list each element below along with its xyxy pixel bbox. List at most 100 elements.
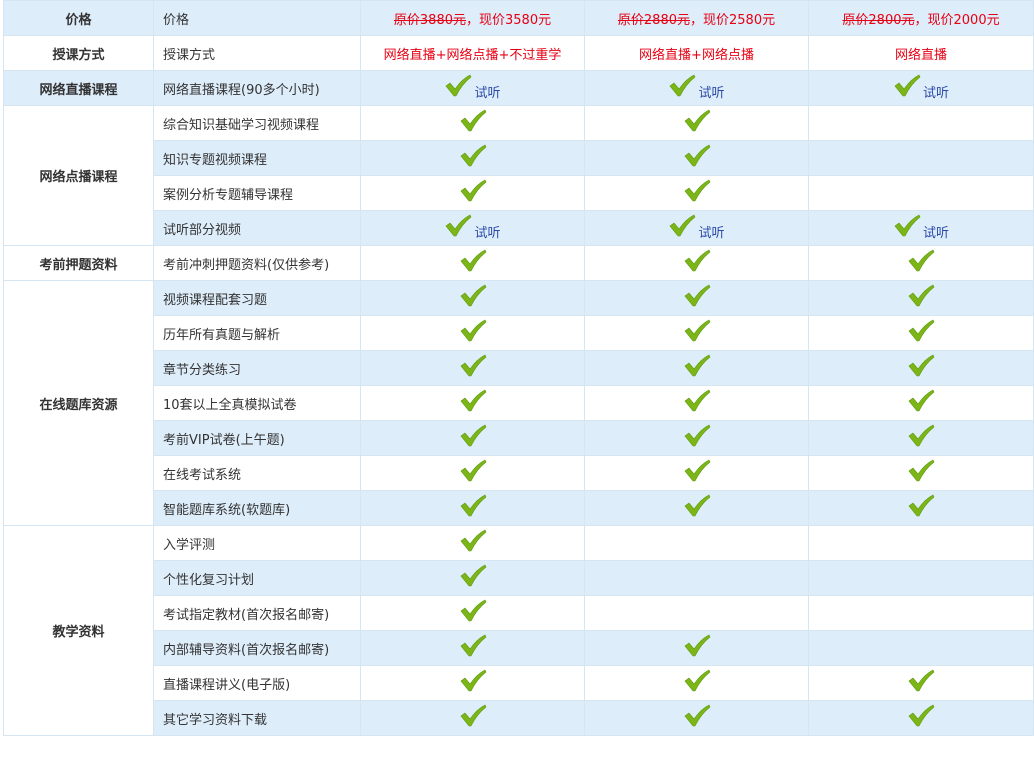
check-cell [459,144,487,168]
check-cell [459,634,487,658]
value-cell: 原价2880元，现价2580元 [584,0,809,36]
table-row: 网络直播课程 网络直播课程(90多个小时) 试听 试听 试听 [3,70,1034,106]
trial-link[interactable]: 试听 [698,225,725,241]
trial-link[interactable]: 试听 [474,85,501,101]
check-cell [459,704,487,728]
value-cell [360,315,585,351]
group-label: 价格 [3,0,154,36]
value-cell [808,560,1034,596]
check-mark [684,389,710,412]
price: 原价2800元，现价2000元 [842,13,999,28]
table-row: 智能题库系统(软题库) [4,490,1034,526]
check-mark [460,319,486,342]
item-label: 个性化复习计划 [153,560,361,596]
trial-link[interactable]: 试听 [922,85,949,101]
price: 原价3880元，现价3580元 [394,13,551,28]
check-cell [459,459,487,483]
value-cell [808,245,1034,281]
check-cell [459,284,487,308]
value-cell [360,350,585,386]
check-mark [908,249,935,272]
item-label: 综合知识基础学习视频课程 [153,105,361,141]
table-row: 内部辅导资料(首次报名邮寄) [4,630,1034,666]
check-cell [907,389,935,413]
check-mark [684,109,710,132]
price: 原价2880元，现价2580元 [618,13,775,28]
comparison-table: 价格 价格 原价3880元，现价3580元 原价2880元，现价2580元 原价2800… [3,0,1034,736]
value-cell [808,140,1034,176]
value-cell [808,700,1034,736]
value-cell [360,140,585,176]
check-cell: 试听 [893,74,949,101]
item-label: 知识专题视频课程 [153,140,361,176]
group-label: 在线题库资源 [3,280,154,526]
value-cell [808,385,1034,421]
check-cell [683,144,711,168]
table-row: 在线题库资源 视频课程配套习题 [3,280,1034,526]
check-cell [683,249,711,273]
value-cell [584,560,809,596]
table-row: 考前押题资料 考前冲刺押题资料(仅供参考) [3,245,1034,281]
check-mark [908,389,935,412]
check-cell [459,599,487,623]
value-cell [360,665,585,701]
item-label: 入学评测 [153,525,361,561]
value-cell [360,490,585,526]
check-mark [684,319,710,342]
check-mark [460,634,486,657]
check-mark [460,564,486,587]
check-mark [894,74,921,97]
check-cell: 试听 [444,214,501,241]
table-row: 考试指定教材(首次报名邮寄) [4,595,1034,631]
table-row: 考前VIP试卷(上午题) [4,420,1034,456]
check-mark [684,249,710,272]
check-mark [670,214,696,237]
check-mark [908,284,935,307]
check-cell [459,494,487,518]
item-label: 网络直播课程(90多个小时) [153,70,361,106]
value-cell [808,175,1034,211]
check-mark [684,494,710,517]
teaching-mode: 网络直播+网络点播 [639,47,754,63]
trial-link[interactable]: 试听 [922,225,949,241]
item-label: 案例分析专题辅导课程 [153,175,361,211]
group-label: 考前押题资料 [3,245,154,281]
value-cell: 试听 [584,210,809,246]
current-price: ，现价2580元 [690,12,776,28]
table-row: 试听部分视频 试听 试听 试听 [4,210,1034,246]
check-cell [459,109,487,133]
table-row: 10套以上全真模拟试卷 [4,385,1034,421]
check-cell [907,354,935,378]
table-row: 个性化复习计划 [4,560,1034,596]
check-cell: 试听 [444,74,501,101]
check-mark [908,459,935,482]
check-cell [683,634,711,658]
item-label: 考前冲刺押题资料(仅供参考) [153,245,361,281]
check-mark [684,179,710,202]
value-cell: 原价2800元，现价2000元 [808,0,1034,36]
check-cell [459,179,487,203]
value-cell [360,525,585,561]
value-cell [584,350,809,386]
check-cell [683,179,711,203]
table-row: 授课方式 授课方式 网络直播+网络点播+不过重学 网络直播+网络点播 网络直播 [3,35,1034,71]
value-cell [360,700,585,736]
value-cell [360,560,585,596]
value-cell: 网络直播+网络点播+不过重学 [360,35,585,71]
table-row: 其它学习资料下载 [4,700,1034,736]
check-mark [908,319,935,342]
value-cell [808,455,1034,491]
value-cell: 网络直播 [808,35,1034,71]
check-mark [460,354,486,377]
trial-link[interactable]: 试听 [474,225,501,241]
value-cell [584,245,809,281]
check-mark [460,704,486,727]
original-price: 原价2880元 [617,12,690,28]
check-cell [683,389,711,413]
check-cell [683,494,711,518]
trial-link[interactable]: 试听 [698,85,725,101]
value-cell [584,280,809,316]
value-cell [584,455,809,491]
item-label: 视频课程配套习题 [153,280,361,316]
check-cell [459,354,487,378]
